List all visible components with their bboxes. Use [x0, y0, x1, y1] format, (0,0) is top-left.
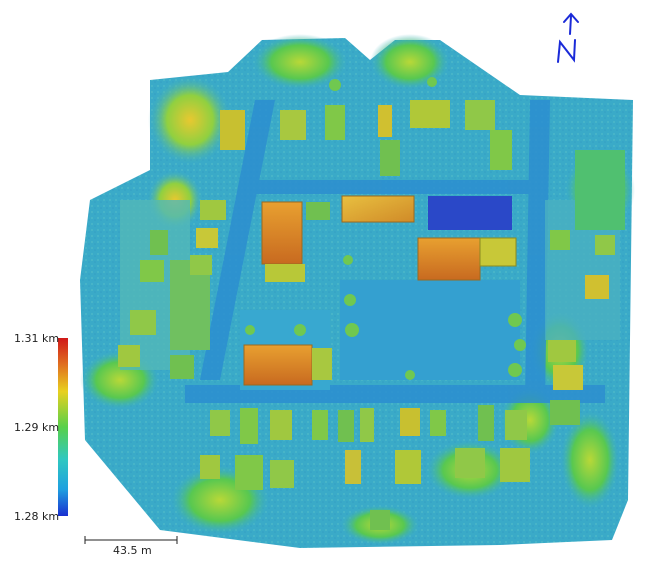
legend-max-label: 1.31 km	[14, 332, 60, 345]
trees	[245, 77, 526, 380]
buildings-large	[243, 195, 517, 386]
scale-bar	[84, 536, 178, 544]
legend-mid-label: 1.29 km	[14, 421, 60, 434]
pool-area	[428, 196, 512, 230]
legend-color-bar	[58, 338, 68, 516]
buildings-small	[118, 100, 615, 530]
legend-min-label: 1.28 km	[14, 510, 60, 523]
scale-bar-label: 43.5 m	[113, 544, 152, 557]
north-arrow-icon	[557, 12, 579, 63]
